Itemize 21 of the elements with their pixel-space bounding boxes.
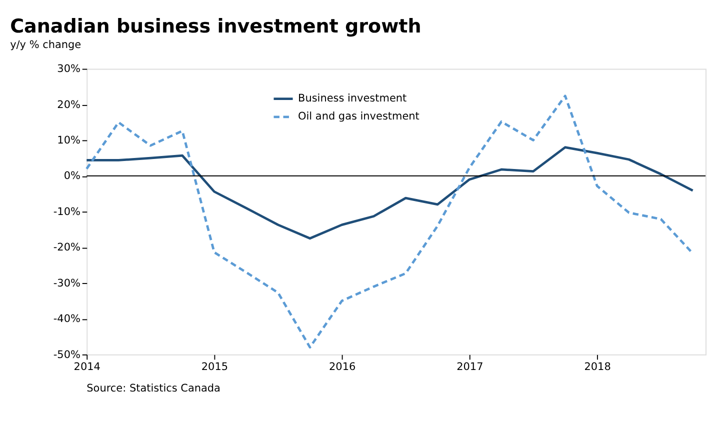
x-tick-label: 2014 bbox=[74, 361, 101, 374]
y-tick-label: -30% bbox=[53, 277, 81, 290]
y-tick-label: 10% bbox=[57, 134, 80, 147]
y-tick-label: -20% bbox=[53, 242, 81, 254]
y-tick-label: -40% bbox=[53, 313, 81, 326]
line-series bbox=[85, 146, 694, 240]
y-axis-title: y/y % change bbox=[10, 38, 82, 51]
x-tick-label: 2015 bbox=[201, 361, 228, 374]
line-series bbox=[85, 94, 694, 348]
legend-label: Business investment bbox=[298, 92, 407, 105]
y-tick-label: -10% bbox=[53, 206, 81, 218]
legend-label: Oil and gas investment bbox=[298, 110, 420, 123]
x-tick-label: 2016 bbox=[329, 361, 356, 374]
y-tick-label: -50% bbox=[53, 348, 81, 361]
x-tick-label: 2018 bbox=[584, 361, 611, 374]
x-tick-label: 2017 bbox=[456, 361, 484, 374]
y-tick-label: 20% bbox=[57, 98, 80, 111]
y-tick-label: 0% bbox=[64, 170, 81, 182]
chart-title: Canadian business investment growth bbox=[10, 16, 422, 38]
source-note: Source: Statistics Canada bbox=[86, 382, 220, 395]
y-tick-label: 30% bbox=[57, 63, 80, 76]
